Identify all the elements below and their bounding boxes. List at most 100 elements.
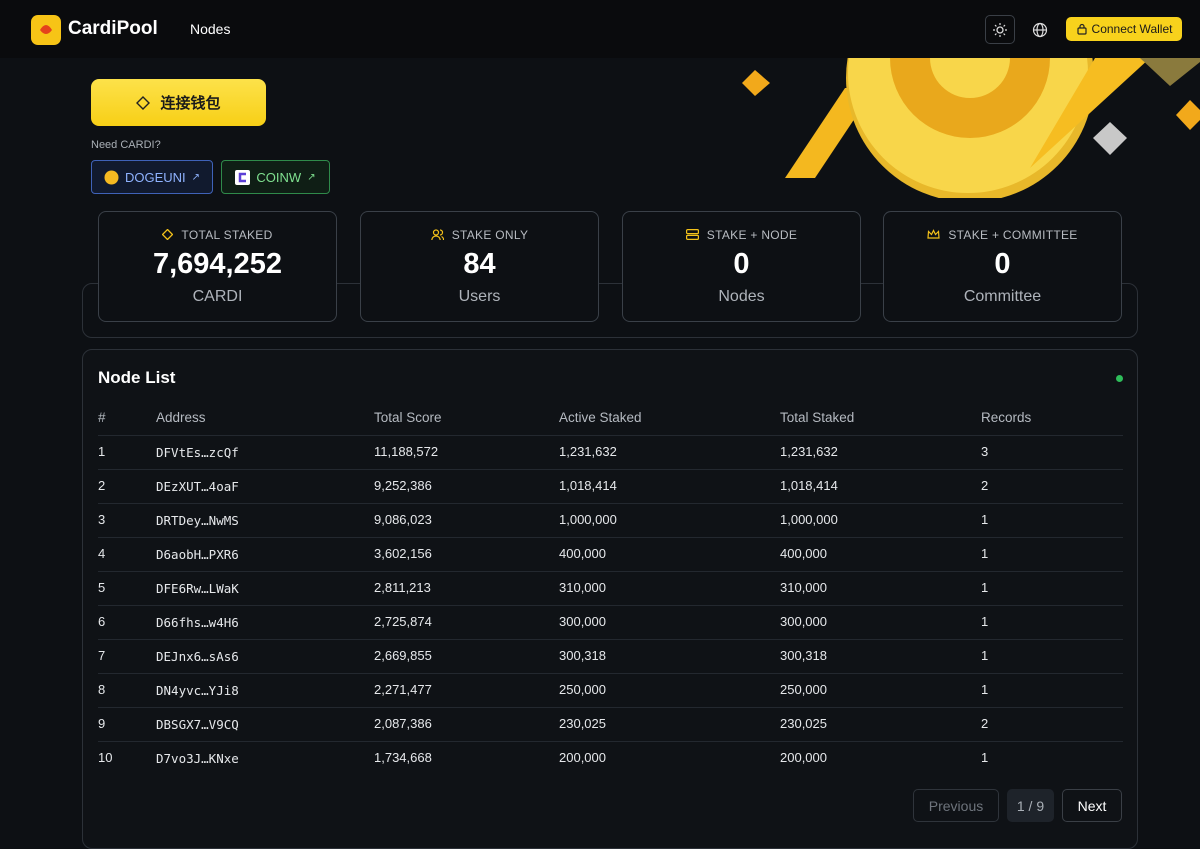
- row-separator: [98, 673, 1123, 674]
- hero-connect-label: 连接钱包: [160, 95, 221, 112]
- cell: 5: [98, 580, 106, 595]
- coinw-link[interactable]: COINW ↗: [221, 160, 330, 194]
- row-separator: [98, 741, 1123, 742]
- cell: 3: [98, 512, 106, 527]
- stat-value: 0: [994, 248, 1011, 280]
- stat-card: STAKE + NODE 0 Nodes: [622, 211, 861, 322]
- dogeuni-link[interactable]: DOGEUNI ↗: [91, 160, 213, 194]
- cell: 230,025: [780, 716, 827, 731]
- column-header: Total Staked: [780, 410, 855, 425]
- need-cardi: Need CARDI?: [91, 139, 161, 151]
- coinw-label: COINW: [256, 169, 302, 185]
- cell: 9,252,386: [374, 478, 432, 493]
- cell: 1,000,000: [780, 512, 838, 527]
- page-indicator: 1 / 9: [1007, 789, 1054, 822]
- logo[interactable]: [31, 15, 61, 45]
- stat-value: 7,694,252: [152, 248, 282, 280]
- column-header: Total Score: [374, 410, 442, 425]
- row-separator: [98, 537, 1123, 538]
- stat-label: STAKE ONLY: [361, 228, 598, 242]
- stat-unit: Committee: [963, 288, 1042, 305]
- address[interactable]: DFE6Rw…LWaK: [156, 581, 239, 596]
- address[interactable]: DEJnx6…sAs6: [156, 649, 239, 664]
- stat-value: 84: [463, 248, 496, 280]
- cell: 7: [98, 648, 106, 663]
- previous-button[interactable]: Previous: [913, 789, 999, 822]
- stat-card: STAKE ONLY 84 Users: [360, 211, 599, 322]
- cell: 1: [981, 546, 989, 561]
- address[interactable]: DEzXUT…4oaF: [156, 479, 239, 494]
- dogeuni-label: DOGEUNI: [124, 169, 186, 185]
- row-separator: [98, 571, 1123, 572]
- connect-wallet[interactable]: Connect Wallet: [1066, 17, 1182, 41]
- cell: 1: [981, 750, 989, 765]
- stat-unit: Nodes: [718, 288, 765, 305]
- row-separator: [98, 605, 1123, 606]
- cell: 9,086,023: [374, 512, 432, 527]
- stat-unit: CARDI: [192, 288, 243, 305]
- next-button[interactable]: Next: [1062, 789, 1122, 822]
- row-separator: [98, 707, 1123, 708]
- column-header: Records: [981, 410, 1032, 425]
- cell: 400,000: [780, 546, 827, 561]
- stat-label-text: STAKE ONLY: [451, 228, 529, 242]
- cell: 3,602,156: [374, 546, 432, 561]
- brand[interactable]: CardiPool: [68, 18, 158, 39]
- hero-art: [742, 58, 1200, 198]
- column-header: Active Staked: [559, 410, 642, 425]
- stat-label-text: STAKE + NODE: [706, 228, 798, 242]
- cell: 1: [981, 512, 989, 527]
- cell: 200,000: [559, 750, 606, 765]
- cell: 2: [981, 716, 989, 731]
- cell: 300,000: [559, 614, 606, 629]
- nav-link[interactable]: Nodes: [190, 21, 231, 37]
- header: CardiPool Nodes Connect Wallet: [0, 0, 1200, 58]
- row-separator: [98, 435, 1123, 436]
- address[interactable]: D66fhs…w4H6: [156, 615, 239, 630]
- address[interactable]: D7vo3J…KNxe: [156, 751, 239, 766]
- address[interactable]: DN4yvc…YJi8: [156, 683, 239, 698]
- stat-value: 0: [733, 248, 750, 280]
- stat-label: STAKE + COMMITTEE: [884, 228, 1121, 242]
- address[interactable]: D6aobH…PXR6: [156, 547, 239, 562]
- stat-unit: Users: [458, 288, 501, 305]
- cell: 1,231,632: [780, 444, 838, 459]
- address[interactable]: DRTDey…NwMS: [156, 513, 239, 528]
- stat-card: TOTAL STAKED 7,694,252 CARDI: [98, 211, 337, 322]
- cell: 1: [98, 444, 106, 459]
- stats-panel: [82, 283, 1138, 338]
- cell: 1: [981, 614, 989, 629]
- row-separator: [98, 639, 1123, 640]
- address[interactable]: DFVtEs…zcQf: [156, 445, 239, 460]
- cell: 310,000: [559, 580, 606, 595]
- cell: 250,000: [780, 682, 827, 697]
- column-header: Address: [156, 410, 206, 425]
- stat-label-text: TOTAL STAKED: [181, 228, 273, 242]
- address[interactable]: DBSGX7…V9CQ: [156, 717, 239, 732]
- cell: 230,025: [559, 716, 606, 731]
- cell: 300,000: [780, 614, 827, 629]
- cell: 200,000: [780, 750, 827, 765]
- stat-label-text: STAKE + COMMITTEE: [948, 228, 1078, 242]
- hero-connect[interactable]: 连接钱包: [91, 79, 266, 126]
- cell: 1: [981, 682, 989, 697]
- cell: 1,018,414: [780, 478, 838, 493]
- cell: 1,231,632: [559, 444, 617, 459]
- column-header: #: [98, 410, 106, 425]
- cell: 2,811,213: [374, 580, 431, 595]
- cell: 250,000: [559, 682, 606, 697]
- cell: 1: [981, 580, 989, 595]
- cell: 10: [98, 750, 113, 765]
- language[interactable]: [1025, 15, 1055, 44]
- node-list-panel: [82, 349, 1138, 849]
- cell: 1,018,414: [559, 478, 617, 493]
- cell: 400,000: [559, 546, 606, 561]
- row-separator: [98, 503, 1123, 504]
- row-separator: [98, 469, 1123, 470]
- stat-label: STAKE + NODE: [623, 228, 860, 242]
- cell: 2,271,477: [374, 682, 432, 697]
- theme-toggle[interactable]: [985, 15, 1015, 44]
- connect-label: Connect Wallet: [1091, 22, 1173, 36]
- cell: 11,188,572: [374, 444, 439, 459]
